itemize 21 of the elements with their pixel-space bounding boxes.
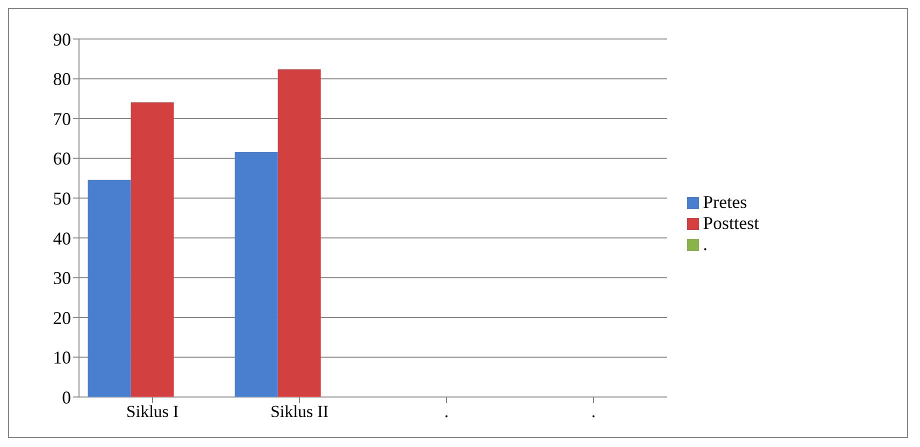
legend-label: . (703, 234, 708, 254)
x-tick-label: . (444, 402, 449, 422)
legend-label: Pretes (703, 192, 747, 212)
bar (278, 69, 321, 397)
y-tick-label: 80 (53, 69, 71, 90)
x-tick-label: Siklus I (126, 402, 180, 422)
x-tick-label: Siklus II (270, 402, 329, 422)
legend-label: Posttest (703, 212, 760, 232)
y-tick-label: 30 (53, 268, 71, 288)
y-tick-label: 20 (53, 308, 71, 328)
y-tick-label: 90 (53, 29, 71, 50)
y-tick-label: 0 (62, 387, 71, 408)
y-tick-label: 70 (53, 108, 71, 129)
y-tick-label: 40 (53, 228, 71, 248)
bar (130, 102, 174, 397)
bar (234, 152, 278, 397)
y-tick-label: 60 (53, 148, 71, 169)
y-tick-label: 50 (53, 188, 71, 208)
bar (88, 180, 131, 397)
x-tick-label: . (591, 402, 596, 422)
y-tick-label: 10 (53, 348, 71, 368)
